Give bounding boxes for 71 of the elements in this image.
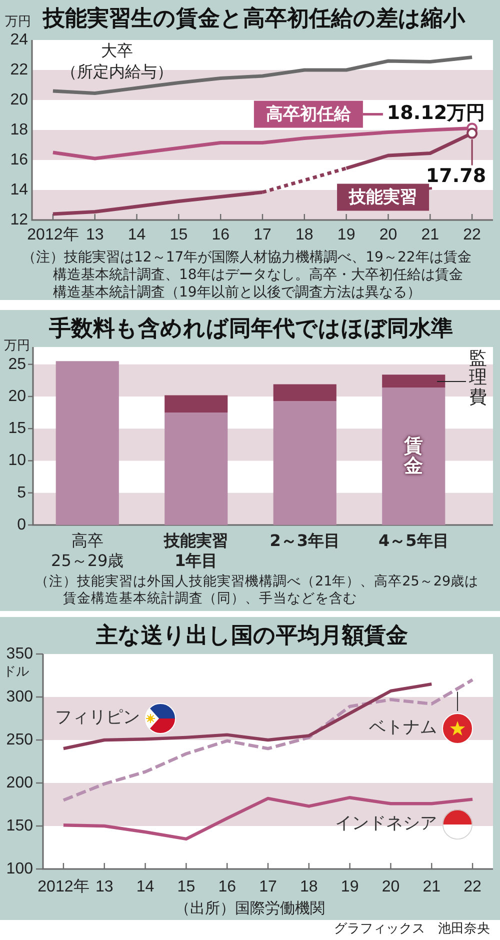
y-tick-label: 5: [17, 484, 26, 502]
y-axis-title: 万円: [4, 338, 30, 354]
x-tick-label: 22: [463, 226, 482, 244]
x-tick-label: 19: [337, 226, 356, 244]
series-label: ベトナム: [369, 717, 437, 738]
x-tick-label: 18: [300, 878, 318, 896]
x-tick-label: 4～5年目: [378, 531, 449, 550]
y-tick-label: 16: [10, 151, 28, 168]
bar: [164, 395, 228, 413]
chart-title: 手数料も含めれば同年代ではほぼ同水準: [48, 316, 453, 342]
chart-title: 技能実習生の賃金と高卒初任給の差は縮小: [42, 6, 466, 32]
text: （出所）国際労働機関: [175, 898, 325, 917]
x-tick-label: 16: [212, 226, 230, 244]
x-tick-label: 17: [254, 226, 272, 244]
y-tick-label: 10: [8, 452, 26, 470]
y-tick-label: 22: [10, 61, 28, 78]
series-label: インドネシア: [335, 813, 437, 834]
x-tick-label: 2～3年目: [270, 531, 340, 550]
text: （注）技能実習は外国人技能実習機構調べ（21年）、高卒25～29歳は賃金構造基本統計調査（同）、手当などを含む: [35, 574, 479, 606]
y-axis-title: ドル: [3, 664, 29, 680]
y-tick-label: 250: [6, 731, 34, 748]
legend-label: 技能実習: [348, 188, 418, 208]
y-tick-label: 25: [8, 356, 26, 373]
x-tick-label: 20: [382, 878, 400, 896]
bar: [273, 384, 336, 401]
chart-title: 主な送り出し国の平均月額賃金: [95, 622, 408, 649]
x-tick-label: 17: [259, 878, 277, 896]
x-tick-label: 15: [177, 878, 196, 896]
y-tick-label: 20: [10, 91, 28, 108]
legend-label: 高卒初任給: [266, 104, 352, 125]
text: （注）技能実習は12～17年が国際人材協力機構調べ、19～22年は賃金構造基本統計調査、18年はデータなし。高卒・大卒初任給は賃金構造基本統計調査（19年以前と以後で調査方法は異なる）: [22, 250, 472, 301]
text: グラフィックス 池田奈央: [334, 921, 490, 936]
y-tick-label: 24: [10, 31, 28, 48]
y-tick-label: 350: [6, 645, 34, 662]
x-tick-label: 2012年: [38, 878, 90, 896]
series-label: 賃金: [403, 434, 424, 478]
data-label: 17.78: [426, 165, 486, 188]
x-tick-label: 13: [86, 226, 104, 244]
series-label: 監理費: [468, 348, 488, 408]
y-axis-title: 万円: [5, 14, 31, 30]
bar: [382, 374, 446, 388]
x-tick-label: 20: [379, 226, 398, 244]
x-tick-label: 19: [340, 878, 359, 896]
x-tick-label: 22: [464, 878, 482, 896]
x-tick-label: 14: [136, 878, 154, 896]
y-tick-label: 12: [10, 211, 28, 228]
y-tick-label: 20: [8, 388, 26, 405]
y-tick-label: 18: [10, 121, 28, 138]
y-tick-label: 200: [6, 774, 34, 792]
y-tick-label: 0: [17, 516, 26, 534]
y-tick-label: 15: [8, 420, 26, 438]
x-tick-label: 21: [421, 226, 440, 244]
y-tick-label: 100: [6, 860, 34, 878]
x-tick-label: 21: [422, 878, 441, 896]
bar: [56, 361, 119, 525]
x-tick-label: 18: [296, 226, 314, 244]
x-tick-label: 高卒 25～29歳: [51, 531, 124, 570]
series-label: 大卒（所定内給与）: [61, 41, 173, 82]
data-label: 18.12万円: [386, 102, 486, 124]
x-tick-label: 技能実習 1年目: [163, 531, 228, 570]
x-tick-label: 16: [218, 878, 236, 896]
x-tick-label: 14: [128, 226, 146, 244]
x-tick-label: 15: [170, 226, 188, 244]
y-tick-label: 150: [6, 817, 34, 834]
y-tick-label: 300: [6, 688, 34, 706]
y-tick-label: 14: [10, 181, 28, 198]
bar: [164, 412, 228, 525]
x-tick-label: 2012年: [27, 226, 79, 244]
series-label: フィリピン: [55, 707, 140, 728]
bar: [273, 400, 336, 525]
x-tick-label: 13: [95, 878, 114, 896]
